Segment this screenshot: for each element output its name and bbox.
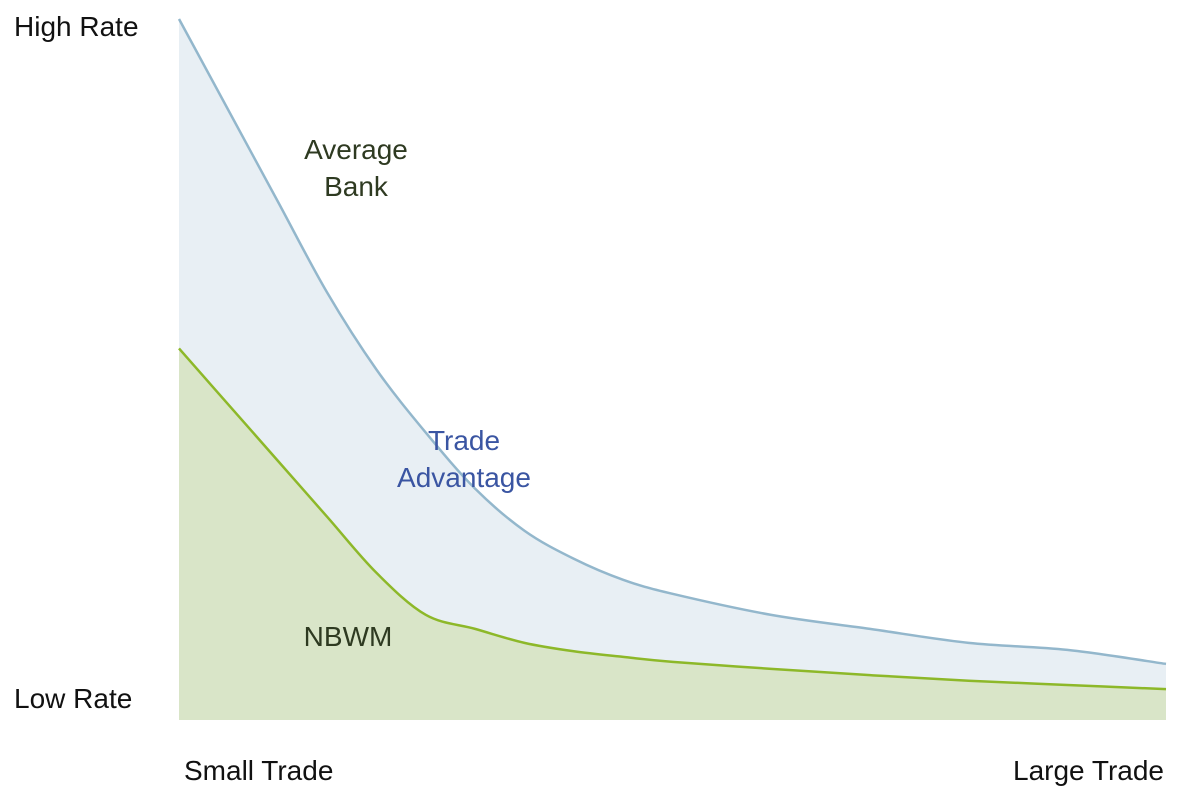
y-axis-high-label: High Rate	[14, 11, 139, 42]
trade-advantage-label-line2: Advantage	[397, 462, 531, 493]
area-fills	[179, 19, 1166, 720]
average-bank-label-line1: Average	[304, 134, 408, 165]
average-bank-line	[177, 18, 1167, 666]
nbwm-line	[178, 347, 1167, 691]
x-axis-right-label: Large Trade	[1013, 755, 1164, 786]
average-bank-area	[179, 19, 1166, 720]
y-axis-low-label: Low Rate	[14, 683, 132, 714]
nbwm-label: NBWM	[304, 621, 393, 652]
average-bank-label-line2: Bank	[324, 171, 389, 202]
trade-advantage-label-line1: Trade	[428, 425, 500, 456]
nbwm-area	[179, 348, 1166, 720]
series-lines	[177, 18, 1167, 691]
x-axis-left-label: Small Trade	[184, 755, 333, 786]
